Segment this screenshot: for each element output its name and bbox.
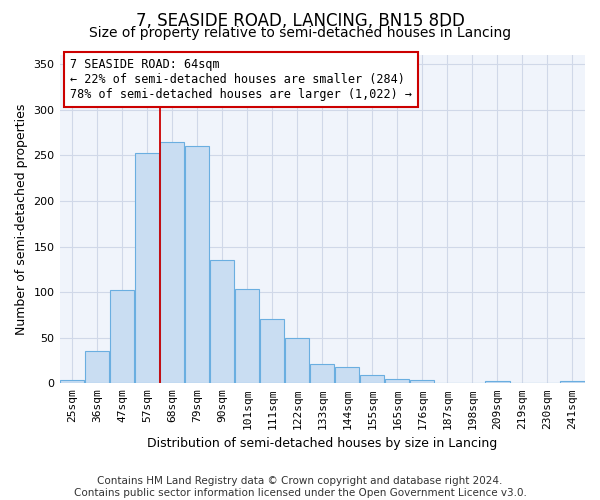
- Bar: [135, 152, 159, 384]
- Bar: [410, 380, 434, 384]
- Bar: [310, 364, 334, 384]
- Bar: [85, 352, 109, 384]
- Text: 7, SEASIDE ROAD, LANCING, BN15 8DD: 7, SEASIDE ROAD, LANCING, BN15 8DD: [136, 12, 464, 30]
- Bar: [260, 320, 284, 384]
- Bar: [485, 382, 509, 384]
- Bar: [185, 146, 209, 384]
- Bar: [235, 290, 259, 384]
- Bar: [360, 375, 385, 384]
- X-axis label: Distribution of semi-detached houses by size in Lancing: Distribution of semi-detached houses by …: [147, 437, 497, 450]
- Text: Contains HM Land Registry data © Crown copyright and database right 2024.
Contai: Contains HM Land Registry data © Crown c…: [74, 476, 526, 498]
- Bar: [160, 142, 184, 384]
- Bar: [560, 382, 584, 384]
- Bar: [60, 380, 84, 384]
- Bar: [110, 290, 134, 384]
- Y-axis label: Number of semi-detached properties: Number of semi-detached properties: [15, 104, 28, 335]
- Text: 7 SEASIDE ROAD: 64sqm
← 22% of semi-detached houses are smaller (284)
78% of sem: 7 SEASIDE ROAD: 64sqm ← 22% of semi-deta…: [70, 58, 412, 102]
- Bar: [385, 378, 409, 384]
- Bar: [285, 338, 310, 384]
- Bar: [335, 367, 359, 384]
- Text: Size of property relative to semi-detached houses in Lancing: Size of property relative to semi-detach…: [89, 26, 511, 40]
- Bar: [210, 260, 235, 384]
